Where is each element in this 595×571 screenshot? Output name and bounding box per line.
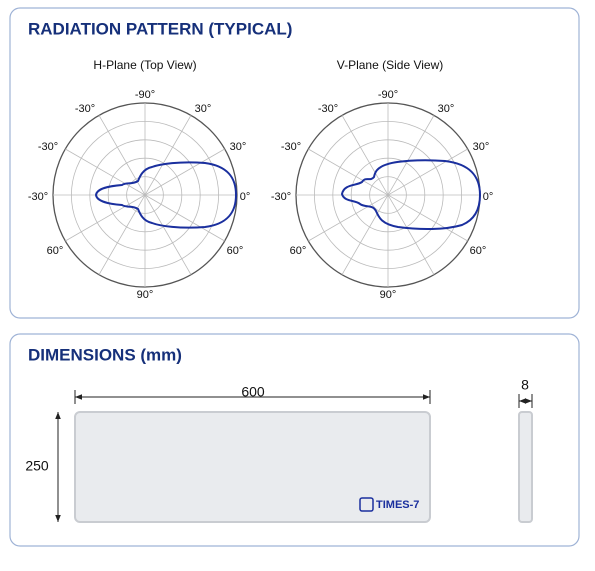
section-title: DIMENSIONS (mm) (28, 345, 182, 364)
angle-label: 30° (438, 103, 455, 115)
angle-label: 60° (47, 245, 64, 257)
angle-label: -30° (271, 191, 291, 203)
angle-label: 60° (470, 245, 487, 257)
height-label: 250 (25, 458, 49, 474)
h-plane-pattern (94, 161, 238, 229)
section-title: RADIATION PATTERN (TYPICAL) (28, 19, 292, 38)
v-plane-pattern (340, 159, 482, 231)
angle-label: 30° (195, 103, 212, 115)
logo-icon (359, 497, 374, 512)
polar-spoke (65, 148, 225, 242)
antenna-side (518, 411, 533, 523)
polar-spoke (308, 148, 468, 242)
angle-label: 90° (137, 289, 154, 301)
plot-title: H-Plane (Top View) (93, 58, 196, 72)
plot-title: V-Plane (Side View) (337, 58, 444, 72)
antenna-front (74, 411, 431, 523)
angle-label: 60° (227, 245, 244, 257)
angle-label: -90° (135, 89, 155, 101)
depth-label: 8 (521, 377, 529, 393)
angle-label: 0° (240, 191, 251, 203)
width-label: 600 (241, 384, 265, 400)
angle-label: 30° (230, 141, 247, 153)
angle-label: -30° (38, 141, 58, 153)
angle-label: 60° (290, 245, 307, 257)
angle-label: 90° (380, 289, 397, 301)
angle-label: -30° (75, 103, 95, 115)
angle-label: -30° (28, 191, 48, 203)
angle-label: 0° (483, 191, 494, 203)
angle-label: -30° (318, 103, 338, 115)
angle-label: -90° (378, 89, 398, 101)
angle-label: 30° (473, 141, 490, 153)
angle-label: -30° (281, 141, 301, 153)
logo: TIMES-7 (376, 499, 419, 511)
